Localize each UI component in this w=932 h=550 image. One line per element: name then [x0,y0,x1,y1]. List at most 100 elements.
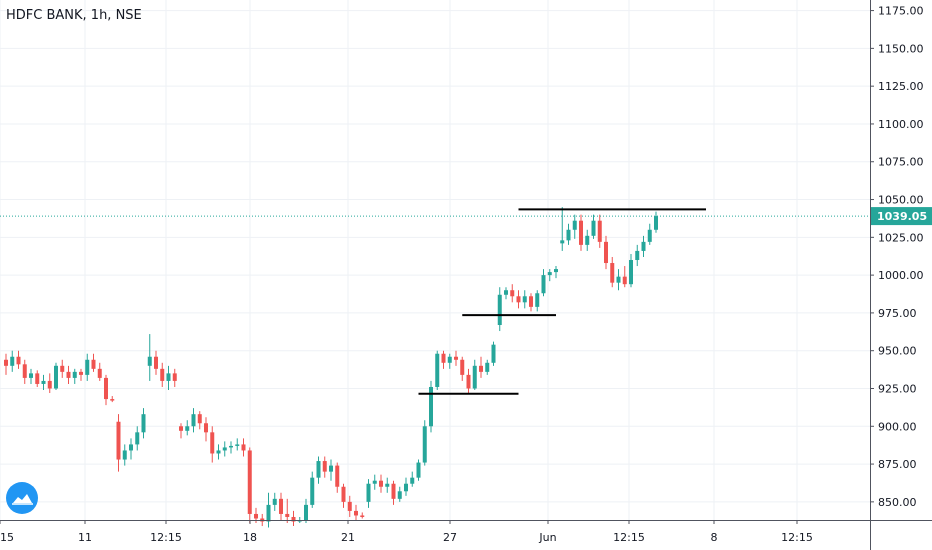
candle [416,459,421,481]
candle-body [554,269,558,273]
candle [79,368,83,381]
candle-body [347,501,352,511]
candle-body [547,272,552,276]
candle [116,414,121,472]
annotation-layer[interactable] [0,208,870,395]
candle [235,438,240,451]
candle-body [479,365,483,372]
candle [466,368,471,394]
candle-body [60,365,65,372]
candle [391,480,396,505]
y-tick-label: 1025.00 [878,231,924,244]
candle-layer [4,207,658,528]
candle [54,362,58,390]
candle [304,498,308,524]
candle-body [154,356,158,369]
candle [554,266,558,279]
y-tick-label: 850.00 [878,496,917,509]
candle-body [435,353,440,387]
candle [322,456,327,478]
candle-body [197,414,202,424]
candle [222,441,227,457]
candle [547,269,552,282]
candle [347,495,352,517]
candle-body [416,462,421,478]
candle-body [329,465,333,472]
x-tick-label: 11 [78,531,92,544]
candle-body [160,368,165,381]
candle-body [354,510,358,516]
candle-body [141,414,146,433]
candle-body [379,480,383,487]
candle [366,479,371,508]
last-price-badge-bg [871,207,932,226]
candle-body [166,373,171,381]
candle-body [591,220,596,236]
candle-body [110,399,115,401]
candle [135,426,140,451]
candle-body [391,483,396,499]
candle [47,373,52,394]
candle [85,353,90,381]
candle-body [22,364,27,378]
candle-body [647,229,652,242]
candle-body [316,461,321,478]
candle-body [579,220,583,245]
y-tick-label: 950.00 [878,345,917,358]
candle [360,512,365,519]
candle [122,444,127,466]
x-tick-label: 12:15 [150,531,182,544]
candle [129,438,133,460]
candle [410,471,415,487]
candle-body [304,504,308,520]
candle [479,356,483,378]
candle-body [466,374,471,389]
candle-body [104,377,108,400]
candle [185,420,190,436]
tradingview-cloud-icon[interactable] [6,482,38,514]
candle [485,359,490,375]
candle [104,374,108,406]
candle-body [441,353,446,363]
candle [179,423,183,439]
candle [172,368,177,387]
candle-body [4,359,8,366]
y-tick-label: 875.00 [878,458,917,471]
candle-body [16,356,21,365]
candle-body [535,293,540,307]
candle-body [122,450,127,460]
candle [229,441,233,454]
candle [385,477,390,493]
candle-body [41,380,46,384]
candle-body [229,445,233,448]
candle-body [485,362,490,372]
candle-body [116,421,121,460]
candle [147,334,152,381]
x-tick-label: Jun [538,531,556,544]
candle [616,269,621,291]
candle [460,356,465,381]
x-tick-label: 8 [711,531,718,544]
candle [622,266,627,288]
candle [266,492,271,528]
candle-body [222,447,227,451]
candle [41,374,46,390]
candle-body [610,263,615,283]
candle-body [654,216,658,230]
candle [566,223,571,245]
candle-body [235,444,240,446]
candle [4,353,8,375]
candle-body [285,513,290,517]
candle [16,350,21,369]
candle [654,211,658,233]
candle [397,486,402,502]
y-tick-label: 1125.00 [878,80,924,93]
candle [579,214,583,251]
candle [441,350,446,369]
candle-body [66,371,71,378]
candle-body [597,220,602,242]
candle [335,462,340,493]
last-price-label: 1039.05 [877,210,927,223]
